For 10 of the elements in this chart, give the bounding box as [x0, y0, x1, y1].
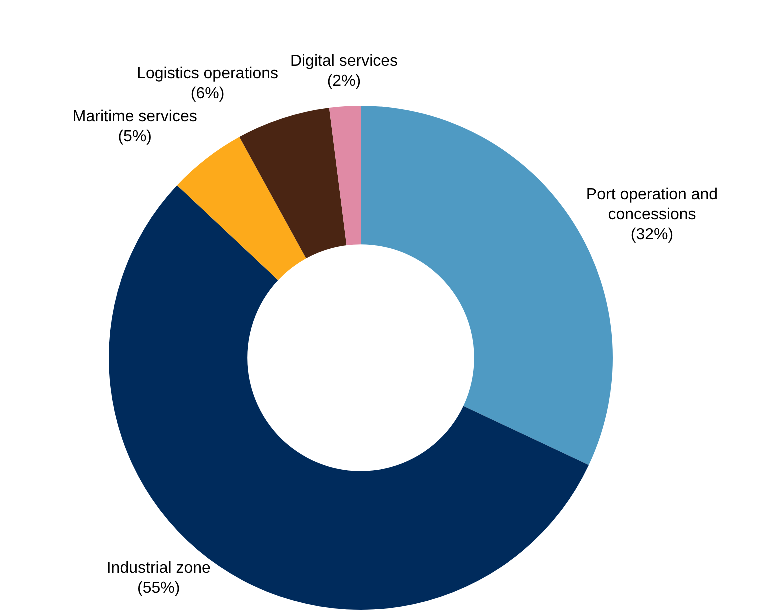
slice-label: Logistics operations — [137, 65, 278, 82]
data-label: (2%) — [327, 72, 362, 90]
data-label: (55%) — [138, 580, 180, 598]
data-label: (32%) — [630, 226, 674, 244]
data-label: (5%) — [118, 128, 152, 146]
data-label: (6%) — [190, 85, 225, 102]
slice-label: Industrial zone — [106, 560, 212, 578]
slice-label: Digital services — [290, 52, 398, 70]
slice-label: Port operation and concessions — [586, 186, 718, 224]
slice-label: Maritime services — [72, 108, 198, 126]
